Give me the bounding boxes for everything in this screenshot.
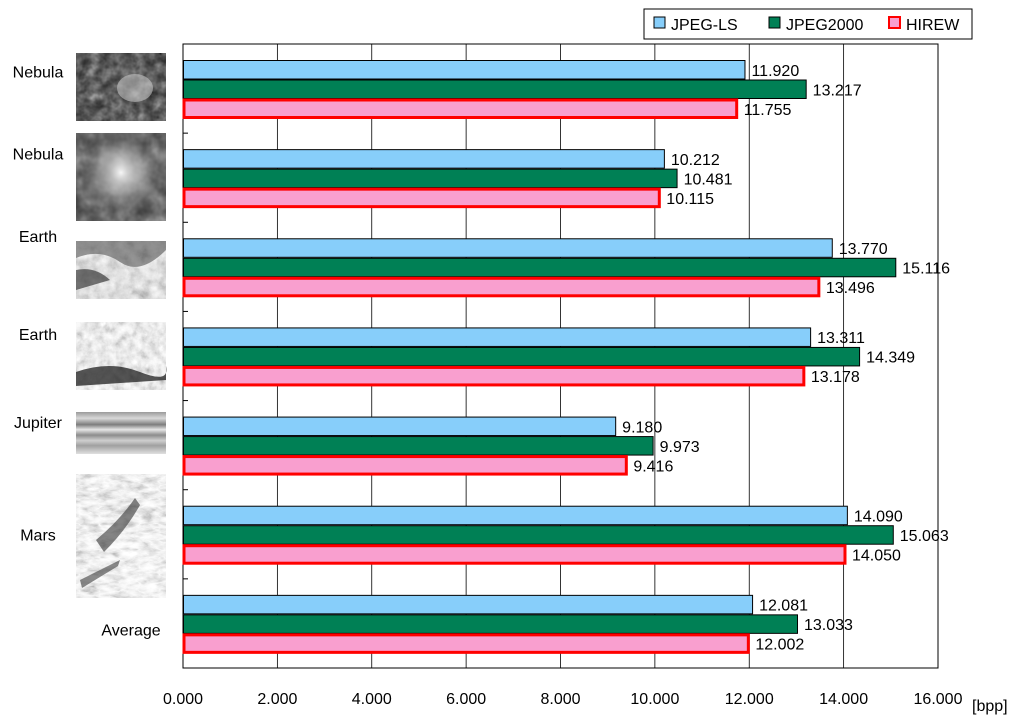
legend-swatch-jpeg-ls (653, 16, 666, 29)
bar-jpeg2000 (183, 257, 897, 278)
x-tick-label: 12.000 (725, 691, 774, 708)
bar-value-label: 10.481 (684, 171, 733, 188)
bar-jpeg2000 (183, 168, 678, 189)
bar-jpeg-ls (183, 416, 617, 437)
x-tick-label: 8.000 (540, 691, 580, 708)
bar-value-label: 13.033 (804, 617, 853, 634)
x-axis-unit-label: [bpp] (972, 698, 1008, 715)
bar-value-label: 13.311 (817, 330, 865, 347)
bar-jpeg-ls (183, 149, 665, 169)
bar-value-label: 12.081 (759, 598, 808, 615)
legend-label-hirew: HIREW (906, 17, 960, 34)
legend-box (643, 8, 973, 40)
bar-value-label: 11.755 (744, 102, 792, 119)
category-label: Nebula (13, 65, 64, 82)
x-tick-label: 10.000 (630, 691, 679, 708)
bar-hirew (182, 187, 661, 209)
bar-value-label: 13.178 (811, 369, 860, 386)
bar-hirew (182, 544, 847, 565)
x-tick-label: 6.000 (446, 691, 486, 708)
legend-label-jpeg2000: JPEG2000 (786, 17, 863, 34)
legend-label-jpeg-ls: JPEG-LS (671, 17, 738, 34)
bar-value-label: 12.002 (755, 637, 804, 654)
bar-jpeg2000 (183, 346, 861, 367)
x-tick-label: 0.000 (163, 691, 203, 708)
bar-hirew (182, 365, 806, 387)
bar-value-label: 13.496 (826, 280, 875, 297)
category-label: Earth (19, 327, 57, 344)
bar-value-label: 13.217 (813, 82, 862, 99)
bar-value-label: 14.349 (866, 350, 915, 367)
x-tick-label: 2.000 (257, 691, 297, 708)
thumbnail-nebula-2 (76, 133, 166, 221)
bar-jpeg-ls (183, 594, 754, 615)
category-labels: Nebula Nebula Earth Earth Jupiter Mars Average (13, 65, 161, 640)
legend-swatch-hirew (888, 16, 901, 29)
bar-jpeg-ls (183, 60, 746, 80)
bar-jpeg2000 (183, 79, 807, 99)
category-label: Earth (19, 229, 57, 246)
bar-hirew (182, 455, 628, 476)
bar-value-label: 10.115 (666, 191, 714, 208)
bar-value-labels: 11.920 13.217 11.755 10.212 10.481 10.115 13.7… (622, 63, 950, 654)
bar-jpeg2000 (183, 614, 798, 634)
bar-jpeg-ls (183, 238, 833, 258)
thumbnail-earth-2 (76, 322, 167, 390)
bar-value-label: 15.063 (900, 528, 949, 545)
bar-value-label: 13.770 (839, 241, 888, 258)
bar-jpeg-ls (183, 505, 848, 526)
x-tick-labels: 0.000 2.000 4.000 6.000 8.000 10.000 12.000 14.… (163, 691, 963, 708)
legend-swatch-jpeg2000 (768, 16, 781, 29)
bar-jpeg2000 (183, 436, 654, 456)
bar-jpeg-ls (183, 327, 812, 347)
category-label: Mars (20, 527, 56, 544)
bar-hirew (182, 633, 750, 654)
category-label: Jupiter (14, 415, 63, 432)
bar-value-label: 9.416 (633, 458, 673, 475)
x-tick-label: 16.000 (914, 691, 963, 708)
bar-value-label: 9.180 (622, 419, 662, 436)
bar-value-label: 11.920 (751, 63, 799, 80)
bar-hirew (182, 276, 821, 298)
bar-value-label: 9.973 (660, 439, 700, 456)
bar-value-label: 14.050 (852, 547, 901, 564)
x-tick-label: 14.000 (819, 691, 868, 708)
bar-jpeg2000 (183, 525, 894, 545)
legend: JPEG-LS JPEG2000 HIREW (643, 8, 973, 40)
bar-value-label: 14.090 (854, 508, 903, 525)
category-label: Nebula (13, 147, 64, 164)
bars (182, 60, 897, 654)
thumbnail-earth-1 (76, 241, 166, 299)
category-separators (183, 132, 188, 580)
bar-value-label: 15.116 (902, 261, 950, 278)
bar-value-label: 10.212 (671, 152, 720, 169)
thumbnail-nebula-1 (76, 53, 166, 121)
thumbnail-jupiter (76, 412, 166, 454)
bar-hirew (182, 98, 739, 119)
thumbnail-mars (76, 474, 166, 598)
category-label: Average (101, 622, 160, 639)
x-tick-label: 4.000 (352, 691, 392, 708)
